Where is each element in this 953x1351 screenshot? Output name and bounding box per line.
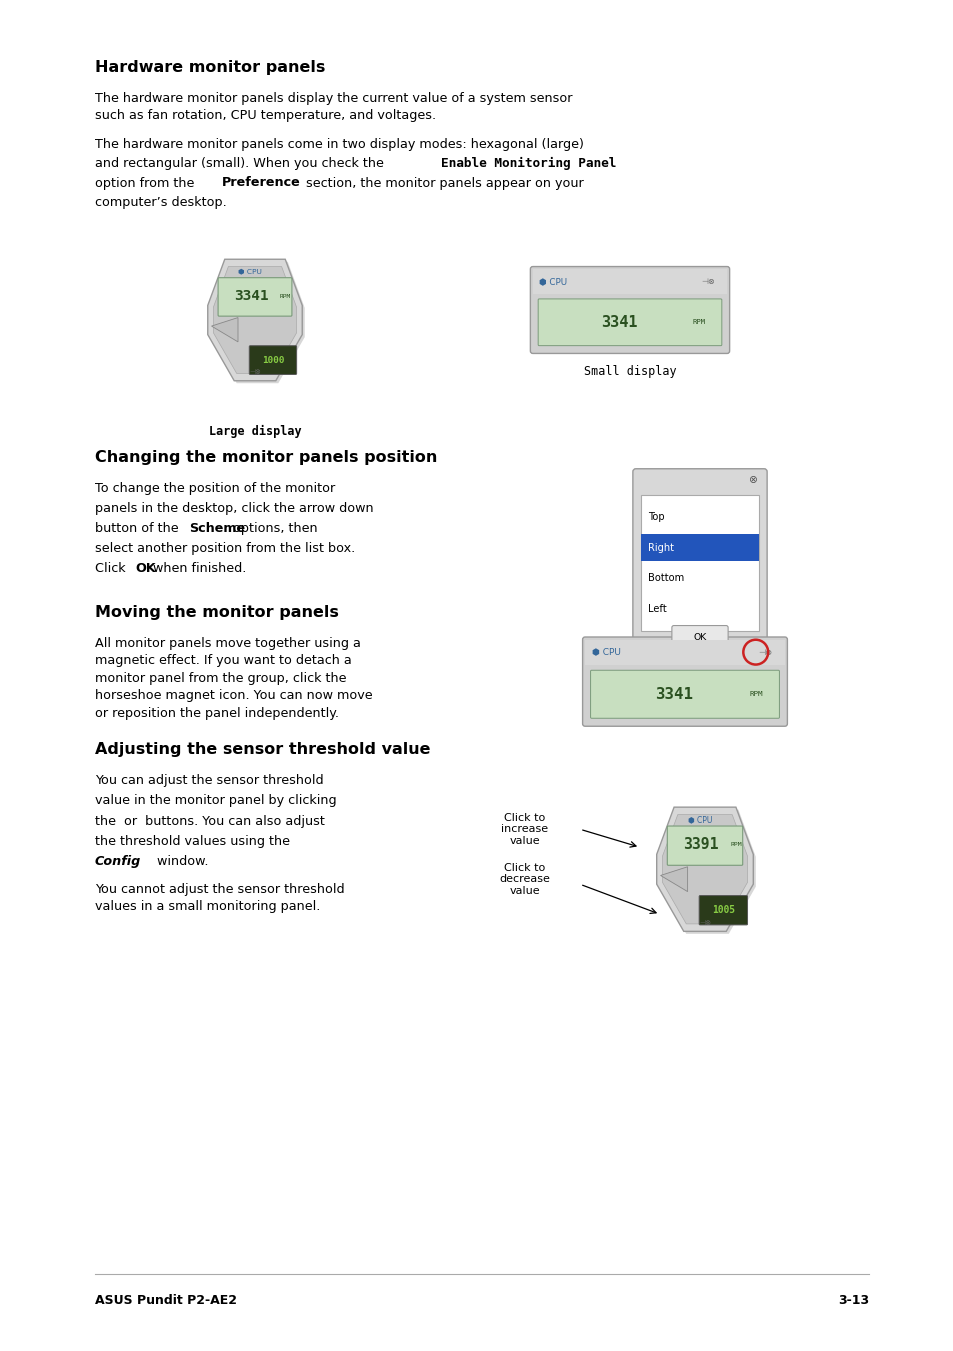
Text: Small display: Small display [583,365,676,378]
FancyBboxPatch shape [218,278,292,316]
Text: select another position from the list box.: select another position from the list bo… [95,542,355,555]
Polygon shape [659,809,755,934]
Polygon shape [212,317,237,342]
Polygon shape [213,266,296,373]
Polygon shape [210,262,304,384]
Text: Click to
decrease
value: Click to decrease value [499,863,550,896]
Polygon shape [659,867,687,892]
Text: 1000: 1000 [261,355,284,365]
Text: You can adjust the sensor threshold: You can adjust the sensor threshold [95,774,323,788]
Text: Changing the monitor panels position: Changing the monitor panels position [95,450,436,465]
Text: Left: Left [647,604,666,613]
Text: button of the: button of the [95,523,182,535]
Text: Large display: Large display [209,426,301,438]
Polygon shape [656,807,753,931]
Text: To change the position of the monitor: To change the position of the monitor [95,482,335,494]
Text: Bottom: Bottom [647,573,683,584]
FancyBboxPatch shape [249,346,296,374]
Text: Enable Monitoring Panel: Enable Monitoring Panel [440,157,616,170]
Text: Click: Click [95,562,130,576]
Text: Config: Config [95,855,141,867]
Text: RPM: RPM [729,843,740,847]
Text: options, then: options, then [229,523,317,535]
Text: Scheme: Scheme [189,523,245,535]
Text: RPM: RPM [279,293,291,299]
Text: computer’s desktop.: computer’s desktop. [95,196,227,209]
Text: ASUS Pundit P2-AE2: ASUS Pundit P2-AE2 [95,1294,236,1306]
FancyBboxPatch shape [582,638,786,727]
Text: ⊣⊗: ⊣⊗ [700,277,715,286]
Text: ⬢ CPU: ⬢ CPU [591,647,619,657]
Text: OK: OK [693,632,706,642]
Text: Hardware monitor panels: Hardware monitor panels [95,59,325,76]
Text: RPM: RPM [748,692,762,697]
Text: ⬢ CPU: ⬢ CPU [687,815,711,824]
Text: ⬢ CPU: ⬢ CPU [538,277,567,286]
Text: the threshold values using the: the threshold values using the [95,835,290,847]
Text: RPM: RPM [692,319,705,326]
FancyBboxPatch shape [584,639,784,665]
Text: the  or  buttons. You can also adjust: the or buttons. You can also adjust [95,815,325,828]
Text: Top: Top [647,512,664,523]
Text: Click to
increase
value: Click to increase value [501,813,548,846]
Text: value in the monitor panel by clicking: value in the monitor panel by clicking [95,794,336,808]
Text: option from the: option from the [95,177,198,189]
FancyBboxPatch shape [671,626,727,648]
FancyBboxPatch shape [530,266,729,354]
Text: ⊣⊗: ⊣⊗ [758,647,772,657]
FancyBboxPatch shape [533,269,726,293]
Text: and rectangular (small). When you check the: and rectangular (small). When you check … [95,157,388,170]
FancyBboxPatch shape [640,534,759,562]
Text: when finished.: when finished. [149,562,246,576]
Text: ⊣⊗: ⊣⊗ [249,369,260,376]
Text: ⊗: ⊗ [747,476,757,485]
Text: 3341: 3341 [654,686,692,701]
Text: OK: OK [135,562,155,576]
FancyBboxPatch shape [699,896,747,925]
Text: ⊣⊗: ⊣⊗ [699,920,710,925]
Text: 3391: 3391 [682,838,719,852]
Text: ⬢ CPU: ⬢ CPU [237,269,261,274]
Polygon shape [208,259,302,381]
FancyBboxPatch shape [537,299,721,346]
Text: 1005: 1005 [711,905,734,915]
Text: The hardware monitor panels come in two display modes: hexagonal (large): The hardware monitor panels come in two … [95,138,583,151]
Text: You cannot adjust the sensor threshold
values in a small monitoring panel.: You cannot adjust the sensor threshold v… [95,882,344,913]
Text: 3-13: 3-13 [837,1294,868,1306]
FancyBboxPatch shape [666,825,742,865]
Text: Preference: Preference [222,177,300,189]
FancyBboxPatch shape [590,670,779,719]
Text: All monitor panels move together using a
magnetic effect. If you want to detach : All monitor panels move together using a… [95,636,373,720]
Text: Moving the monitor panels: Moving the monitor panels [95,605,338,620]
Text: 3341: 3341 [600,315,637,330]
FancyBboxPatch shape [640,494,759,631]
Text: window.: window. [152,855,209,867]
Text: Right: Right [647,543,674,553]
FancyBboxPatch shape [632,469,766,655]
Text: The hardware monitor panels display the current value of a system sensor
such as: The hardware monitor panels display the … [95,92,572,123]
Text: section, the monitor panels appear on your: section, the monitor panels appear on yo… [302,177,583,189]
Text: Adjusting the sensor threshold value: Adjusting the sensor threshold value [95,742,430,758]
Text: 3341: 3341 [233,289,268,303]
Polygon shape [661,815,747,924]
Text: panels in the desktop, click the arrow down: panels in the desktop, click the arrow d… [95,503,374,515]
